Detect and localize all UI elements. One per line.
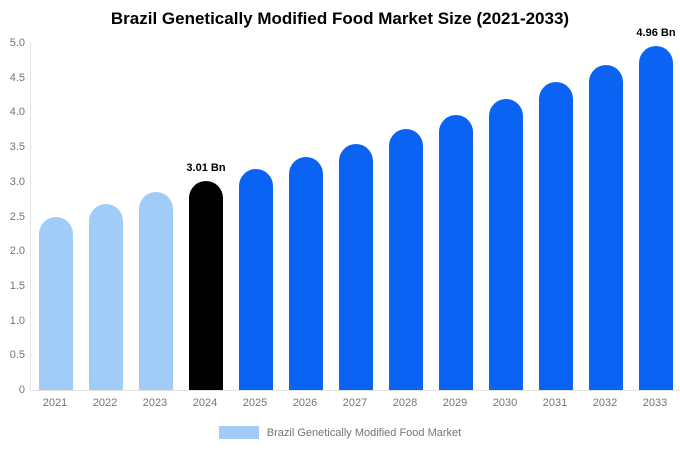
bar-value-label-2033: 4.96 Bn [636, 26, 676, 39]
x-tick-label-2027: 2027 [342, 397, 368, 409]
y-tick-label-0.5: 0.5 [9, 349, 25, 362]
x-tick-label-2024: 2024 [192, 397, 218, 409]
x-tick-label-2031: 2031 [542, 397, 568, 409]
bar-2030[interactable] [489, 98, 523, 390]
x-tick-label-2026: 2026 [292, 397, 318, 409]
y-tick-label-1.0: 1.0 [9, 314, 25, 327]
bar-2032[interactable] [589, 64, 623, 390]
y-tick-label-3.0: 3.0 [9, 175, 25, 188]
bar-2025[interactable] [239, 169, 273, 390]
y-tick-label-3.5: 3.5 [9, 141, 25, 154]
x-tick-label-2023: 2023 [142, 397, 168, 409]
x-tick-label-2022: 2022 [92, 397, 118, 409]
y-tick-label-1.5: 1.5 [9, 279, 25, 292]
legend-swatch-icon [218, 426, 259, 439]
x-tick-label-2032: 2032 [592, 397, 618, 409]
bar-2026[interactable] [289, 156, 323, 390]
bar-2022[interactable] [89, 204, 123, 390]
bar-2027[interactable] [339, 143, 373, 390]
y-tick-label-4.5: 4.5 [9, 71, 25, 84]
x-tick-label-2021: 2021 [42, 397, 68, 409]
x-tick-label-2028: 2028 [392, 397, 418, 409]
legend[interactable]: Brazil Genetically Modified Food Market [0, 426, 680, 439]
y-tick-label-5.0: 5.0 [9, 37, 25, 49]
y-tick-label-0: 0 [18, 384, 25, 396]
bar-value-label-2024: 3.01 Bn [186, 162, 226, 175]
bar-2021[interactable] [39, 216, 73, 390]
chart-title: Brazil Genetically Modified Food Market … [110, 9, 570, 28]
plot-area: 3.01 Bn 4.96 Bn [30, 27, 680, 391]
x-tick-label-2030: 2030 [492, 397, 518, 409]
x-tick-label-2025: 2025 [242, 397, 268, 409]
legend-label: Brazil Genetically Modified Food Market [266, 426, 462, 439]
x-axis: 2021 2022 2023 2024 2025 2026 2027 2028 2029 2030… [30, 397, 680, 411]
y-tick-label-4.0: 4.0 [9, 106, 25, 119]
y-axis: 0 0.5 1.0 1.5 2.0 2.5 3.0 3.5 4.0 4.5 5.0 [0, 37, 25, 396]
bar-2028[interactable] [389, 129, 423, 390]
bar-2023[interactable] [139, 192, 173, 390]
bar-2024[interactable] [189, 181, 223, 390]
bar-2029[interactable] [439, 114, 473, 390]
bar-2033[interactable] [639, 45, 673, 390]
bar-2031[interactable] [539, 81, 573, 390]
x-tick-label-2033: 2033 [642, 397, 668, 409]
y-tick-label-2.0: 2.0 [9, 245, 25, 258]
y-tick-label-2.5: 2.5 [9, 210, 25, 223]
x-tick-label-2029: 2029 [442, 397, 468, 409]
